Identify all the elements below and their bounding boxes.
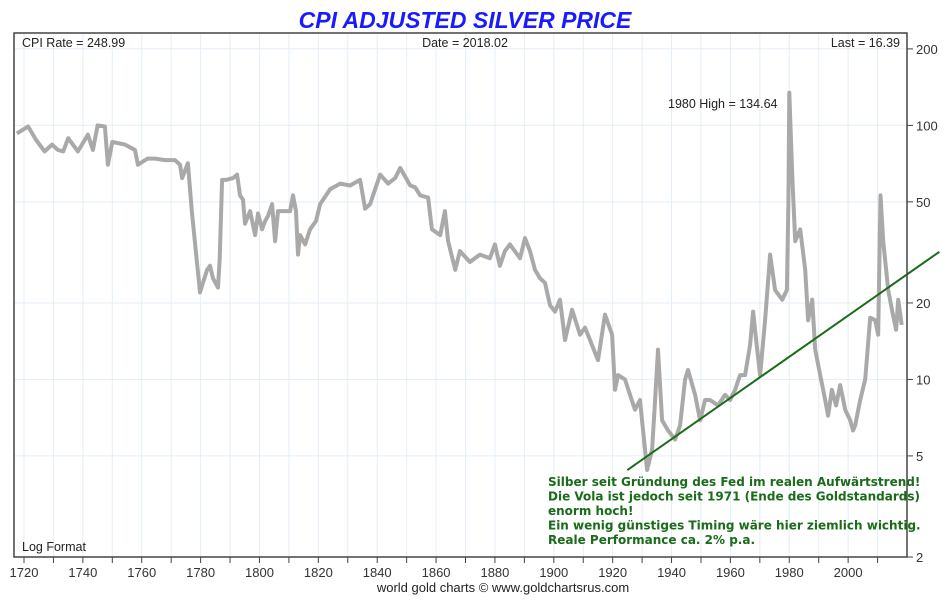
y-tick-label: 200 <box>916 42 938 57</box>
y-tick-label: 100 <box>916 118 938 133</box>
y-tick-label: 20 <box>916 296 930 311</box>
y-tick-label: 50 <box>916 195 930 210</box>
x-tick-label: 1840 <box>363 565 392 580</box>
log-format-label: Log Format <box>22 540 86 554</box>
x-tick-label: 1820 <box>304 565 333 580</box>
comment-line: enorm hoch! <box>548 504 633 518</box>
cpi-rate-label: CPI Rate = 248.99 <box>22 36 125 50</box>
x-tick-label: 1740 <box>68 565 97 580</box>
x-tick-label: 1960 <box>716 565 745 580</box>
y-tick-label: 10 <box>916 372 930 387</box>
y-tick-label: 2 <box>916 550 923 565</box>
comment-line: Die Vola ist jedoch seit 1971 (Ende des … <box>548 490 920 504</box>
comment-line: Silber seit Gründung des Fed im realen A… <box>548 475 920 489</box>
x-tick-label: 1720 <box>10 565 39 580</box>
x-tick-label: 1780 <box>186 565 215 580</box>
silver-price-line <box>15 90 904 472</box>
x-tick-label: 1920 <box>598 565 627 580</box>
x-tick-label: 1940 <box>657 565 686 580</box>
y-tick-label: 5 <box>916 449 923 464</box>
x-tick-label: 1860 <box>422 565 451 580</box>
x-tick-label: 1800 <box>245 565 274 580</box>
chart-title: CPI ADJUSTED SILVER PRICE <box>299 7 632 33</box>
x-tick-label: 1980 <box>775 565 804 580</box>
comment-annotation: Silber seit Gründung des Fed im realen A… <box>548 475 921 547</box>
date-label: Date = 2018.02 <box>422 36 508 50</box>
trendline <box>626 250 940 471</box>
comment-line: Reale Performance ca. 2% p.a. <box>548 533 755 547</box>
x-tick-label: 1760 <box>127 565 156 580</box>
high-annotation: 1980 High = 134.64 <box>668 97 778 111</box>
x-tick-label: 2000 <box>834 565 863 580</box>
footer-credit: world gold charts © www.goldchartsrus.co… <box>376 580 629 595</box>
plot-frame <box>13 32 908 558</box>
series-layer <box>15 90 940 472</box>
x-tick-label: 1900 <box>539 565 568 580</box>
comment-line: Ein wenig günstiges Timing wäre hier zie… <box>548 519 921 533</box>
axes: 1720 1740 1760 1780 1800 1820 1840 1860 1880 1900… <box>10 42 938 580</box>
grid <box>14 33 907 558</box>
last-label: Last = 16.39 <box>831 36 900 50</box>
x-tick-label: 1880 <box>480 565 509 580</box>
